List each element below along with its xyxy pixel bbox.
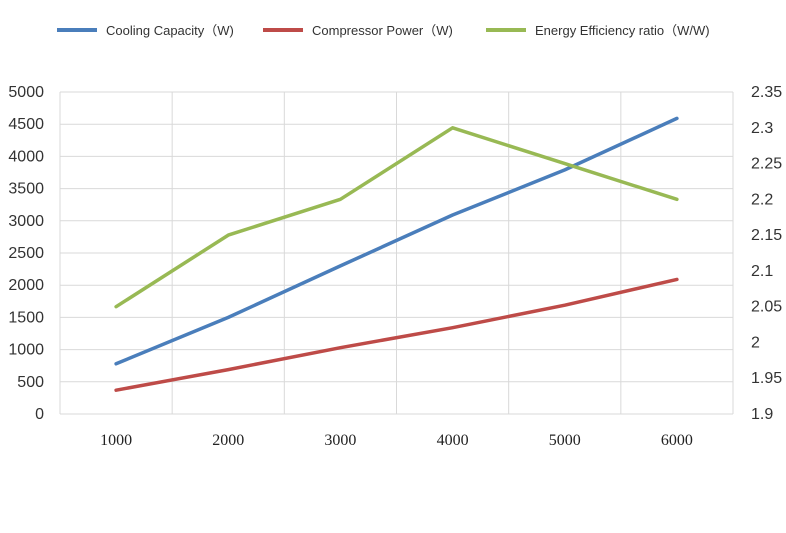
y-left-tick-label: 3500 — [8, 181, 44, 198]
y-right-tick-label: 2.25 — [751, 156, 782, 173]
y-right-tick-label: 1.95 — [751, 370, 782, 387]
y-left-tick-label: 1000 — [8, 342, 44, 359]
y-right-tick-label: 2.05 — [751, 299, 782, 316]
series-line — [114, 277, 679, 392]
x-tick-label: 4000 — [437, 432, 469, 449]
y-right-tick-label: 1.9 — [751, 406, 773, 423]
left-y-axis: 0 500 1000 1500 2000 2500 3000 3500 4000 4500 5000 — [8, 84, 44, 423]
series-line — [114, 116, 679, 366]
y-left-tick-label: 1500 — [8, 309, 44, 326]
right-y-axis: 1.9 1.95 2 2.05 2.1 2.15 2.2 2.25 2.3 2.35 — [751, 84, 782, 423]
grid — [59, 91, 734, 415]
y-left-tick-label: 2500 — [8, 245, 44, 262]
x-axis: 1000 2000 3000 4000 5000 6000 — [100, 432, 693, 449]
y-right-tick-label: 2.35 — [751, 84, 782, 101]
legend-label: Cooling Capacity（W) — [106, 23, 234, 38]
x-tick-label: 6000 — [661, 432, 693, 449]
y-right-tick-label: 2 — [751, 334, 760, 351]
y-left-tick-label: 0 — [35, 406, 44, 423]
y-right-tick-label: 2.3 — [751, 120, 773, 137]
series-line — [114, 126, 679, 309]
x-tick-label: 3000 — [324, 432, 356, 449]
y-left-tick-label: 5000 — [8, 84, 44, 101]
y-left-tick-label: 3000 — [8, 213, 44, 230]
legend-label: Energy Efficiency ratio（W/W) — [535, 23, 710, 38]
legend-label: Compressor Power（W) — [312, 23, 453, 38]
y-left-tick-label: 4500 — [8, 116, 44, 133]
y-right-tick-label: 2.2 — [751, 191, 773, 208]
x-tick-label: 2000 — [212, 432, 244, 449]
y-left-tick-label: 4000 — [8, 148, 44, 165]
x-tick-label: 5000 — [549, 432, 581, 449]
y-left-tick-label: 2000 — [8, 277, 44, 294]
y-right-tick-label: 2.15 — [751, 227, 782, 244]
y-right-tick-label: 2.1 — [751, 263, 773, 280]
x-tick-label: 1000 — [100, 432, 132, 449]
y-left-tick-label: 500 — [17, 374, 44, 391]
legend: Cooling Capacity（W) Compressor Power（W) En… — [57, 23, 710, 38]
series-group — [114, 116, 679, 392]
